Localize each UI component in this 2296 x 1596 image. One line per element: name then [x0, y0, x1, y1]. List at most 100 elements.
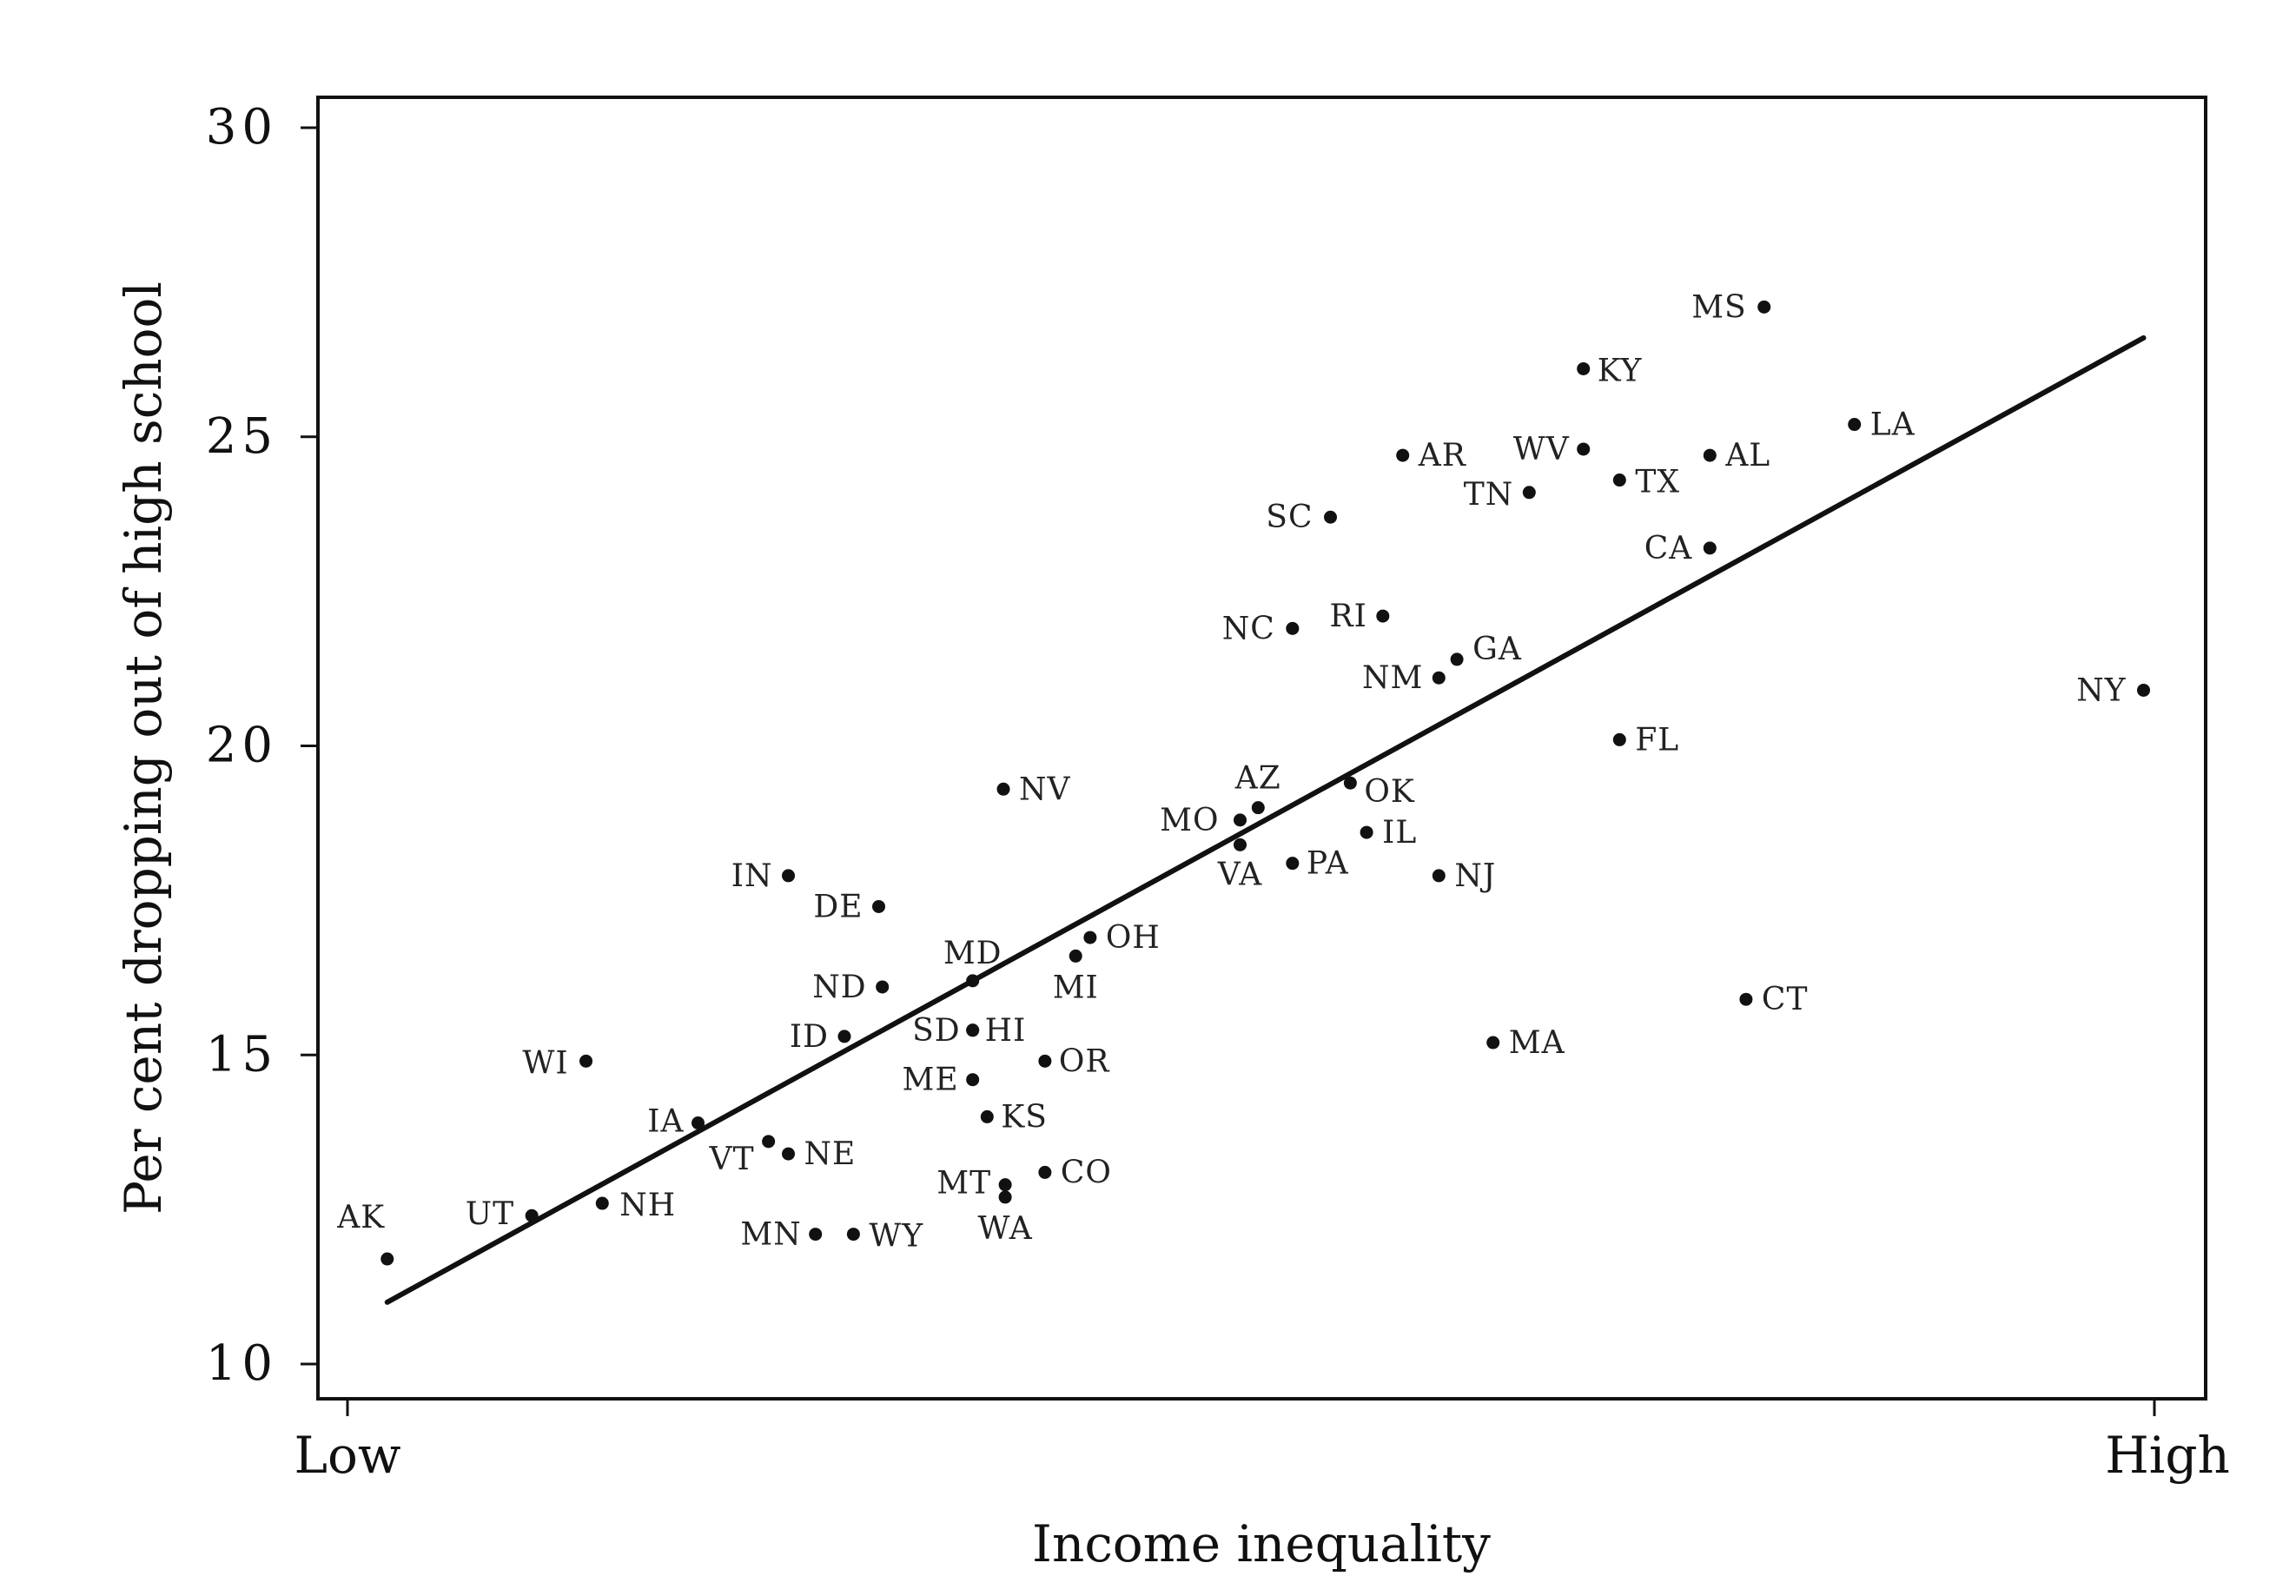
point-ks	[980, 1109, 994, 1123]
point-label-al: AL	[1724, 438, 1770, 474]
point-fl	[1612, 732, 1626, 746]
point-label-wi: WI	[522, 1045, 568, 1081]
point-label-ri: RI	[1330, 599, 1367, 634]
point-label-in: IN	[731, 858, 773, 894]
trend-line-group	[384, 334, 2147, 1305]
point-mo	[1234, 813, 1247, 827]
x-tick-label-high: High	[2105, 1426, 2230, 1485]
point-vt	[762, 1135, 776, 1149]
point-md	[966, 974, 980, 988]
point-wv	[1577, 442, 1591, 456]
x-axis	[346, 1399, 2156, 1416]
point-ky	[1577, 361, 1591, 375]
point-nd	[876, 980, 890, 994]
trend-line	[384, 334, 2147, 1305]
point-label-vt: VT	[709, 1142, 755, 1177]
point-label-wv: WV	[1513, 432, 1570, 467]
point-label-wy: WY	[869, 1219, 923, 1255]
point-ct	[1739, 992, 1753, 1006]
point-mt	[998, 1178, 1012, 1192]
point-label-sd: SD	[912, 1013, 961, 1049]
point-label-va: VA	[1217, 857, 1263, 892]
point-label-la: LA	[1870, 407, 1916, 443]
y-tick-label-20: 20	[206, 718, 278, 774]
point-nm	[1432, 671, 1446, 685]
point-ri	[1376, 609, 1390, 623]
point-label-me: ME	[903, 1063, 959, 1098]
point-ga	[1450, 652, 1464, 666]
point-label-nh: NH	[619, 1188, 676, 1223]
point-label-mo: MO	[1160, 803, 1219, 838]
point-nc	[1286, 621, 1300, 635]
point-label-ks: KS	[1001, 1099, 1048, 1135]
point-label-ok: OK	[1364, 774, 1415, 810]
point-label-ne: NE	[804, 1136, 857, 1172]
y-tick-label-15: 15	[206, 1026, 278, 1083]
x-axis-title: Income inequality	[1032, 1514, 1491, 1573]
point-label-de: DE	[813, 889, 863, 924]
point-label-ky: KY	[1598, 353, 1643, 388]
point-il	[1360, 825, 1373, 839]
x-tick-label-low: Low	[294, 1426, 400, 1485]
point-label-tn: TN	[1464, 477, 1514, 513]
point-ut	[525, 1209, 539, 1222]
point-la	[1848, 418, 1862, 432]
point-hi	[966, 1023, 980, 1037]
point-label-pa: PA	[1307, 846, 1349, 882]
point-az	[1251, 801, 1265, 815]
point-label-fl: FL	[1635, 722, 1679, 758]
point-de	[872, 899, 886, 913]
point-label-ga: GA	[1472, 632, 1522, 667]
point-nh	[595, 1196, 609, 1210]
points-group: AK UT NH WI IA VT NE MN WY IN DE ND ID MD SD HI ME KS MT WA…	[336, 289, 2151, 1266]
point-ny	[2137, 683, 2151, 697]
point-label-id: ID	[790, 1019, 829, 1055]
point-label-ia: IA	[647, 1104, 684, 1140]
point-co	[1038, 1165, 1052, 1179]
point-label-wa: WA	[978, 1211, 1033, 1247]
point-tn	[1522, 486, 1536, 500]
point-label-az: AZ	[1234, 761, 1281, 797]
point-label-ut: UT	[466, 1196, 514, 1232]
point-ak	[380, 1252, 394, 1266]
point-label-ct: CT	[1762, 982, 1809, 1017]
point-label-sc: SC	[1266, 500, 1313, 535]
point-label-ak: AK	[336, 1200, 385, 1235]
point-tx	[1612, 474, 1626, 487]
point-ia	[691, 1116, 705, 1130]
point-ca	[1703, 541, 1717, 555]
y-axis-title: Per cent dropping out of high school	[114, 281, 173, 1215]
y-tick-label-30: 30	[206, 99, 278, 156]
point-label-nv: NV	[1019, 772, 1071, 807]
point-ok	[1343, 776, 1357, 790]
point-al	[1703, 448, 1717, 462]
point-wi	[579, 1054, 593, 1068]
point-label-nd: ND	[812, 970, 866, 1005]
point-label-mi: MI	[1053, 970, 1099, 1005]
point-id	[837, 1030, 851, 1043]
point-label-nm: NM	[1362, 660, 1423, 696]
point-label-ma: MA	[1509, 1025, 1565, 1061]
y-tick-label-10: 10	[206, 1335, 278, 1392]
point-oh	[1083, 930, 1097, 944]
point-label-oh: OH	[1106, 920, 1161, 956]
point-label-nj: NJ	[1454, 858, 1496, 894]
point-label-ca: CA	[1644, 531, 1693, 566]
y-axis: 10 15 20 25 30	[206, 99, 318, 1392]
point-ma	[1486, 1036, 1500, 1050]
point-mi	[1069, 949, 1082, 963]
plot-frame	[316, 96, 2207, 1401]
point-or	[1038, 1054, 1052, 1068]
point-sc	[1324, 510, 1338, 524]
point-label-ny: NY	[2076, 672, 2127, 708]
point-label-ms: MS	[1691, 289, 1747, 325]
point-ne	[782, 1147, 796, 1161]
point-label-mn: MN	[740, 1217, 801, 1253]
point-label-ar: AR	[1418, 438, 1466, 474]
point-label-or: OR	[1059, 1043, 1110, 1079]
point-mn	[809, 1228, 823, 1242]
point-label-nc: NC	[1222, 611, 1275, 646]
point-label-tx: TX	[1635, 465, 1680, 500]
point-va	[1234, 838, 1247, 851]
